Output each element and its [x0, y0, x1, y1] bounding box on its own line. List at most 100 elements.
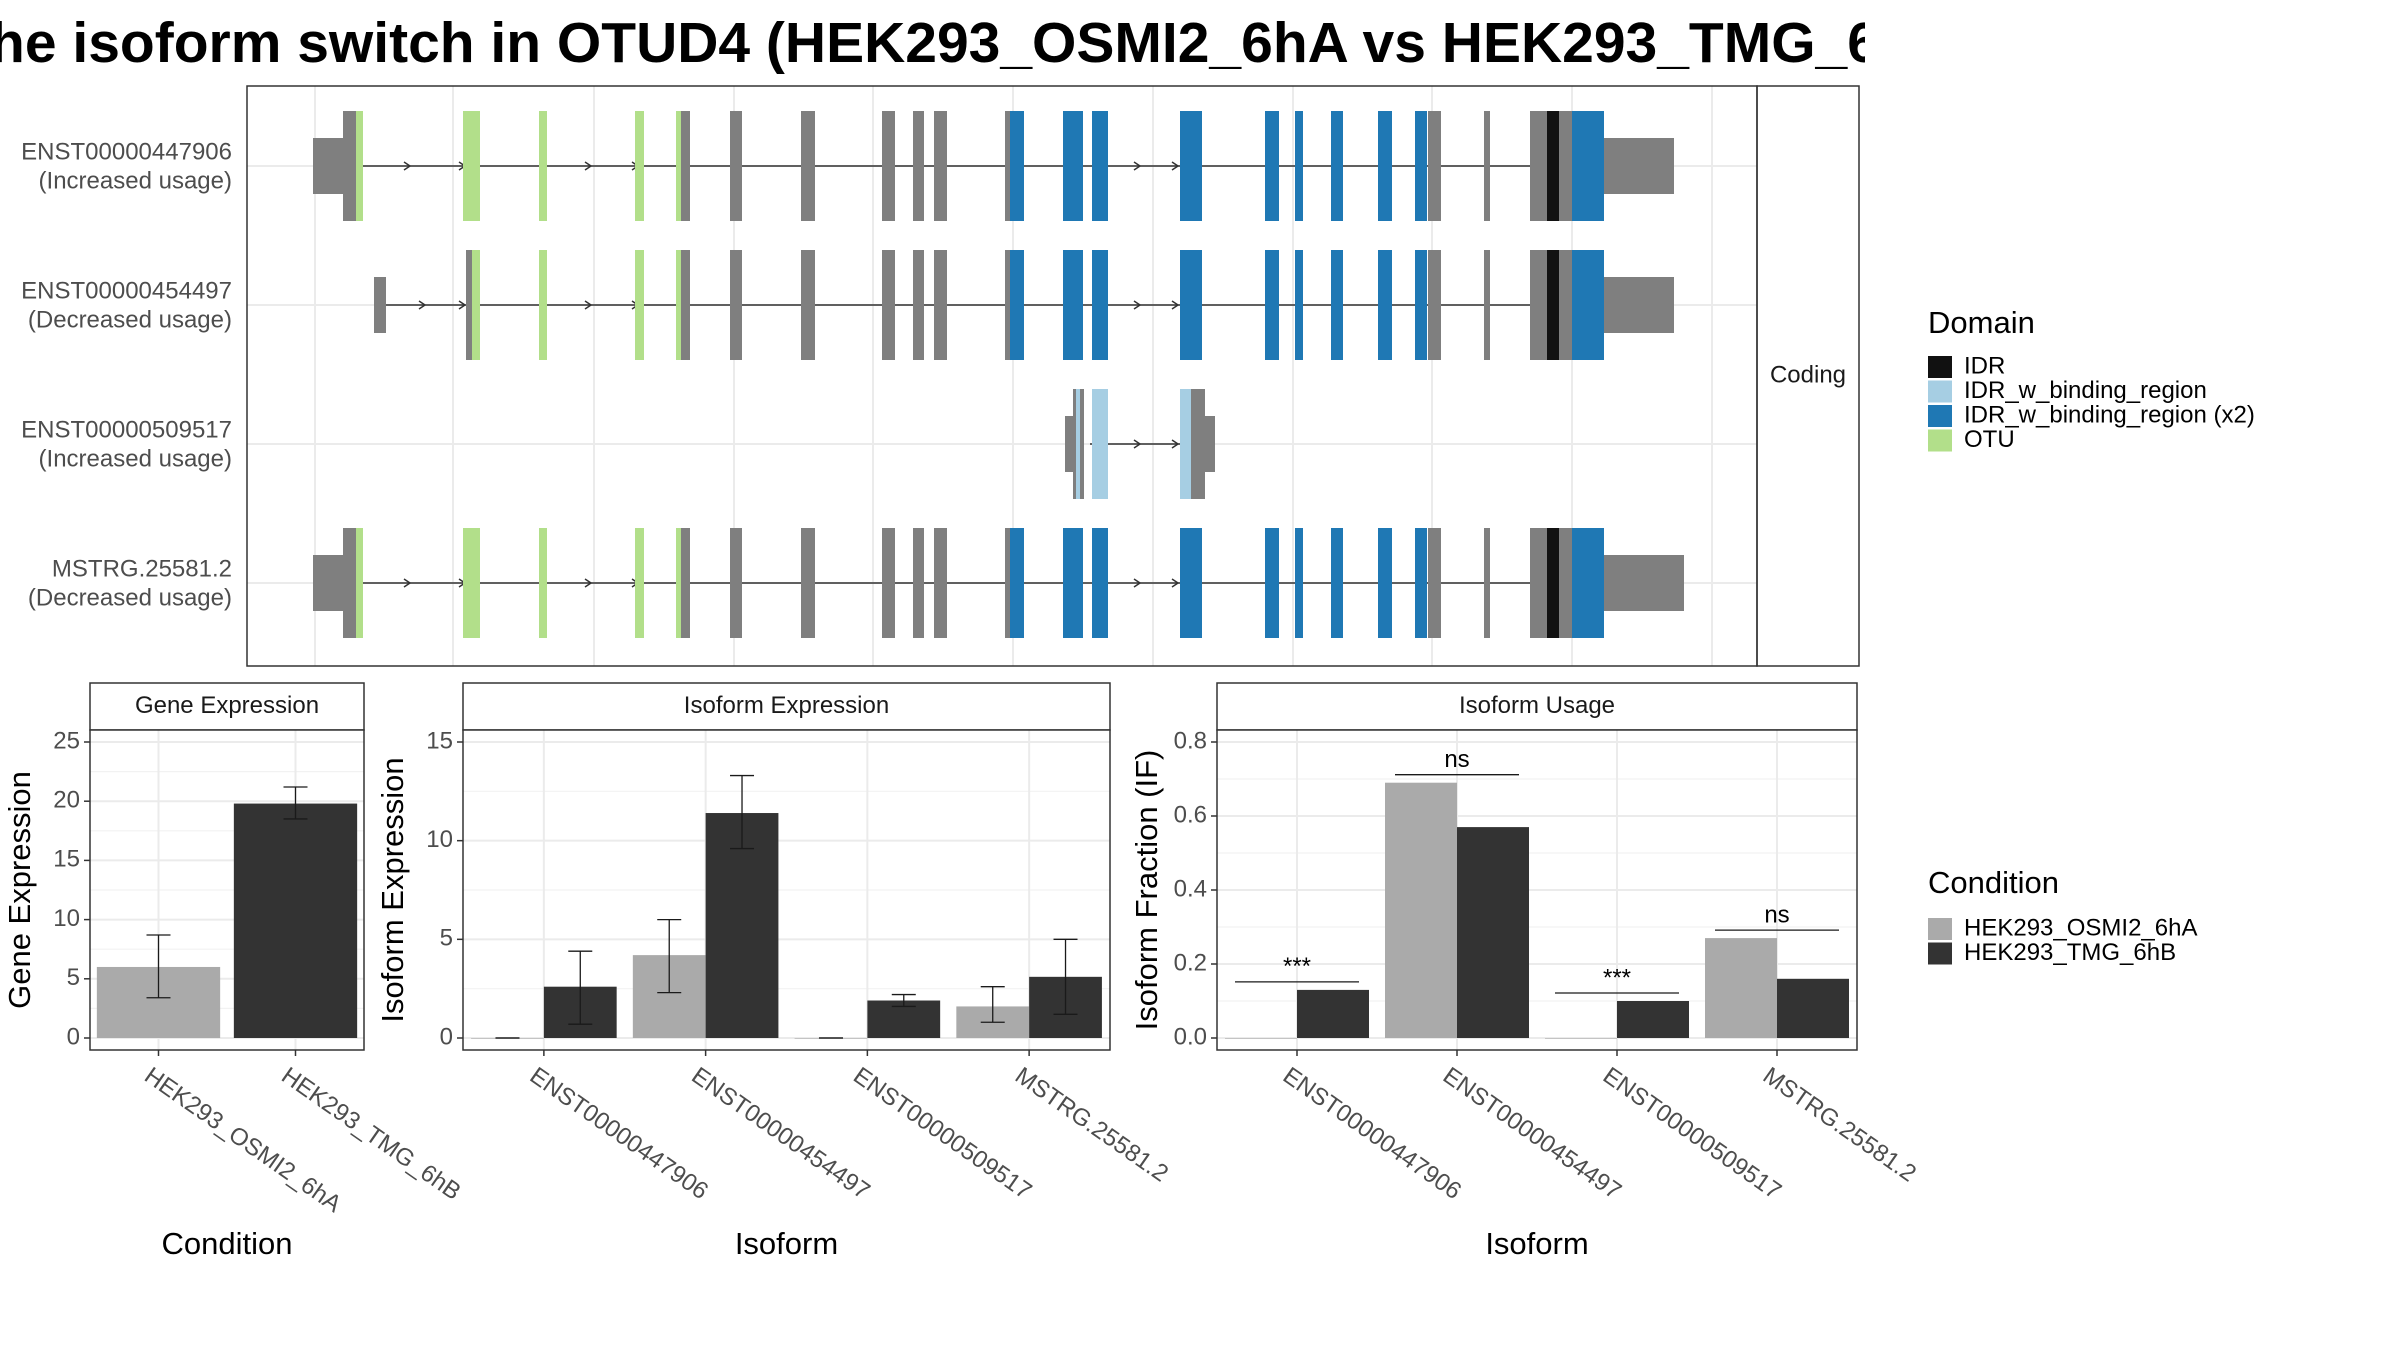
domain-block [1265, 528, 1279, 638]
transcript-label-id: ENST00000447906 [21, 138, 232, 165]
exon-block [1530, 111, 1547, 221]
domain-block [1572, 250, 1604, 360]
domain-block [1415, 250, 1427, 360]
domain-block [1180, 528, 1202, 638]
domain-block [1572, 528, 1604, 638]
legend-domain-label: IDR_w_binding_region (x2) [1964, 401, 2255, 428]
exon-block [934, 111, 947, 221]
exon-block [934, 528, 947, 638]
exon-block [343, 528, 356, 638]
exon-block [1080, 389, 1084, 499]
domain-block [1076, 389, 1080, 499]
intron-direction-arrow [1133, 161, 1142, 171]
y-tick-label: 5 [67, 964, 80, 991]
y-tick-label: 25 [53, 727, 80, 754]
intron-direction-arrow [1171, 578, 1180, 588]
domain-block [356, 528, 363, 638]
legend-condition-key [1928, 918, 1952, 940]
domain-block [1265, 250, 1279, 360]
panel-border [462, 729, 1111, 1051]
data-bar [1777, 978, 1849, 1038]
domain-block [1547, 250, 1559, 360]
y-tick-label: 0.2 [1174, 949, 1207, 976]
data-bar [1225, 1038, 1297, 1039]
exon-block [1604, 138, 1674, 194]
x-axis-title: Isoform [1485, 1226, 1588, 1261]
legend-domain-label: IDR_w_binding_region [1964, 377, 2207, 404]
data-bar [1297, 989, 1369, 1038]
panel-strip [462, 682, 1111, 731]
domain-block [1180, 389, 1191, 499]
exon-block [1065, 416, 1073, 472]
domain-block [1547, 111, 1559, 221]
exon-block [1559, 250, 1572, 360]
transcript-panel-background [247, 86, 1757, 666]
domain-block [1092, 111, 1108, 221]
exon-block [730, 250, 742, 360]
exon-block [934, 250, 947, 360]
domain-block [1331, 528, 1343, 638]
data-bar [1705, 938, 1777, 1038]
exon-block [1005, 111, 1010, 221]
domain-block [1092, 250, 1108, 360]
intron-direction-arrow [1171, 300, 1180, 310]
significance-label: *** [1603, 964, 1631, 991]
transcript-label-usage: (Increased usage) [39, 167, 232, 194]
exon-block [1530, 250, 1547, 360]
exon-block [681, 528, 690, 638]
exon-block [1428, 111, 1441, 221]
domain-block [1295, 528, 1303, 638]
y-tick-label: 0.8 [1174, 727, 1207, 754]
domain-block [1378, 528, 1392, 638]
domain-block [1415, 111, 1427, 221]
legend-condition-key [1928, 942, 1952, 965]
exon-block [1484, 528, 1490, 638]
exon-block [801, 111, 815, 221]
domain-block [539, 250, 547, 360]
exon-block [1005, 528, 1010, 638]
exon-block [1191, 389, 1205, 499]
transcript-label-id: ENST00000454497 [21, 277, 232, 304]
x-axis-title: Isoform [735, 1226, 838, 1261]
domain-block [1180, 250, 1202, 360]
transcript-label-usage: (Increased usage) [39, 445, 232, 472]
legend-domain-label: IDR [1964, 352, 2005, 379]
y-tick-label: 5 [440, 925, 453, 952]
legend-condition-label: HEK293_OSMI2_6hA [1964, 914, 2197, 941]
intron-direction-arrow [1133, 578, 1142, 588]
domain-block [463, 111, 480, 221]
domain-block [676, 528, 681, 638]
data-bar [1385, 782, 1457, 1038]
intron-direction-arrow [458, 300, 467, 310]
intron-direction-arrow [418, 300, 427, 310]
panel-strip-title: Gene Expression [135, 692, 319, 719]
domain-block [1092, 389, 1108, 499]
exon-block [913, 111, 924, 221]
data-bar [1457, 827, 1529, 1038]
x-tick-label: MSTRG.25581.2 [1758, 1062, 1921, 1187]
exon-block [681, 250, 690, 360]
exon-block [681, 111, 690, 221]
exon-block [730, 528, 742, 638]
significance-label: ns [1764, 901, 1789, 928]
transcript-strip-label: Coding [1770, 361, 1846, 388]
data-bar [233, 803, 358, 1038]
legend-domain-key [1928, 356, 1952, 378]
exon-block [374, 277, 386, 333]
x-tick-label: ENST00000509517 [848, 1062, 1036, 1205]
domain-block [1295, 111, 1303, 221]
y-tick-label: 0.6 [1174, 801, 1207, 828]
exon-block [1428, 250, 1441, 360]
domain-block [1063, 111, 1083, 221]
domain-block [635, 111, 644, 221]
transcript-panel-border [246, 85, 1758, 667]
x-tick-label: MSTRG.25581.2 [1010, 1062, 1173, 1187]
exon-block [1530, 528, 1547, 638]
y-tick-label: 0.0 [1174, 1023, 1207, 1050]
exon-block [343, 111, 356, 221]
intron-direction-arrow [403, 578, 412, 588]
y-tick-label: 0 [440, 1023, 453, 1050]
exon-block [313, 555, 343, 611]
intron-direction-arrow [584, 578, 593, 588]
x-tick-label: ENST00000447906 [525, 1062, 713, 1205]
